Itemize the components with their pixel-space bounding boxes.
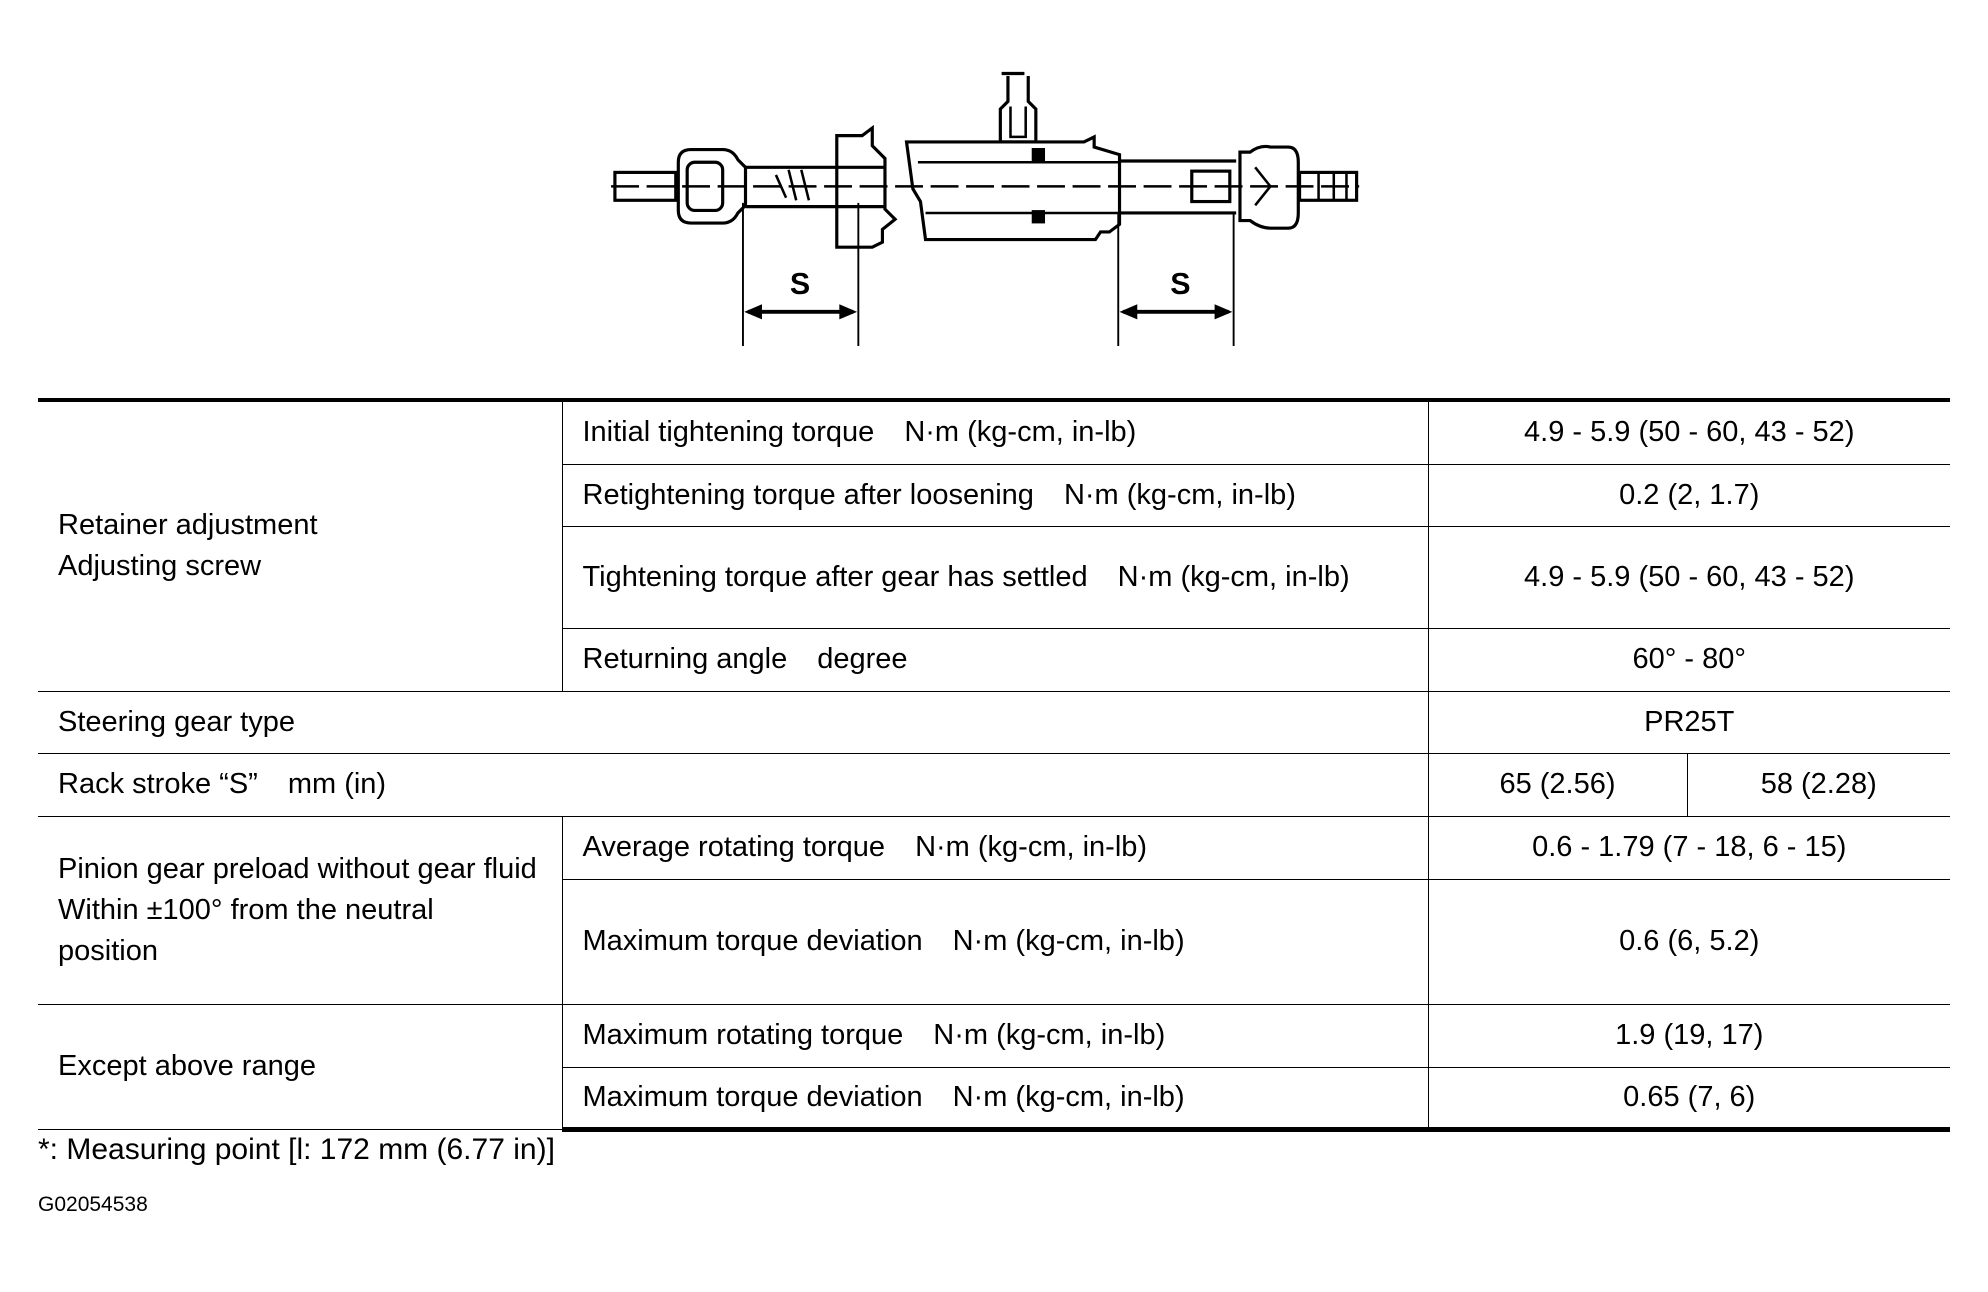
row-unit: N·m (kg-cm, in-lb): [904, 416, 1137, 449]
left-housing-flange: [835, 124, 898, 249]
table-row: Maximum torque deviation N·m (kg-cm, in-l…: [38, 1066, 1950, 1132]
row-label: Tightening torque after gear has settled: [582, 560, 1088, 593]
row-unit: N·m (kg-cm, in-lb): [1117, 560, 1350, 593]
row-unit: N·m (kg-cm, in-lb): [1063, 478, 1296, 511]
dimension-label-right: S: [1170, 267, 1190, 301]
row-unit: N·m (kg-cm, in-lb): [933, 1019, 1166, 1051]
row-unit: degree: [817, 643, 908, 675]
rack-stroke-label: Rack stroke “S”: [58, 768, 258, 800]
row-value: 0.2 (2, 1.7): [1427, 463, 1950, 527]
right-housing-tube: [1118, 159, 1237, 215]
row-value: 60° - 80°: [1427, 627, 1950, 692]
left-tie-rod: [613, 170, 678, 202]
gear-type-value: PR25T: [1427, 690, 1950, 754]
table-row: Steering gear type PR25T: [38, 690, 1950, 754]
row-unit: N·m (kg-cm, in-lb): [952, 1080, 1185, 1113]
main-housing: [904, 134, 1122, 242]
table-row: Maximum torque deviation N·m (kg-cm, in-l…: [38, 878, 1950, 1005]
left-housing-tube: [745, 165, 885, 209]
row-label: Retightening torque after loosening: [582, 478, 1034, 511]
row-label: Maximum rotating torque: [582, 1019, 904, 1051]
table-row: Except above range Maximum rotating torq…: [38, 1003, 1950, 1130]
row-label: Average rotating torque: [582, 831, 886, 863]
row-label: Returning angle: [582, 643, 788, 675]
group-label: Pinion gear preload without gear fluid: [58, 852, 537, 885]
group-label: Within ±100° from the neutral position: [58, 893, 434, 967]
retainer-group-cell: Retainer adjustment Adjusting screw: [38, 398, 562, 692]
table-row: Pinion gear preload without gear fluid W…: [38, 815, 1950, 1005]
row-unit: N·m (kg-cm, in-lb): [952, 925, 1185, 957]
row-value: 4.9 - 5.9 (50 - 60, 43 - 52): [1427, 525, 1950, 629]
row-value: 4.9 - 5.9 (50 - 60, 43 - 52): [1427, 398, 1950, 465]
row-value: 0.6 (6, 5.2): [1427, 878, 1950, 1005]
group-label: Adjusting screw: [58, 550, 262, 583]
rack-stroke-value-2: 58 (2.28): [1686, 752, 1950, 817]
pinion-valve: [998, 71, 1038, 144]
table-row: Retightening torque after loosening N·m (…: [38, 463, 1950, 527]
footnote: *: Measuring point [l: 172 mm (6.77 in)]: [38, 1133, 555, 1166]
right-tie-rod: [1297, 170, 1359, 202]
rack-stroke-unit: mm (in): [287, 768, 387, 800]
specification-table: Retainer adjustment Adjusting screw Init…: [38, 398, 1950, 1132]
dimension-label-left: S: [790, 267, 810, 301]
rack-stroke-value-1: 65 (2.56): [1427, 752, 1687, 817]
except-group-label: Except above range: [38, 1003, 562, 1130]
table-row: Retainer adjustment Adjusting screw Init…: [38, 398, 1950, 692]
right-ball-joint: [1238, 144, 1300, 230]
row-label: Initial tightening torque: [582, 416, 875, 449]
row-value: 0.6 - 1.79 (7 - 18, 6 - 15): [1427, 815, 1950, 880]
table-row: Tightening torque after gear has settled…: [38, 525, 1950, 629]
row-label: Maximum torque deviation: [582, 925, 923, 957]
row-unit: N·m (kg-cm, in-lb): [915, 831, 1148, 863]
steering-gear-diagram: S S: [611, 71, 1360, 347]
table-row: Returning angle degree 60° - 80°: [38, 627, 1950, 692]
group-label: Retainer adjustment: [58, 509, 318, 542]
gear-type-label: Steering gear type: [38, 690, 1428, 754]
row-value: 1.9 (19, 17): [1427, 1003, 1950, 1068]
row-value: 0.65 (7, 6): [1427, 1066, 1950, 1132]
pinion-group-cell: Pinion gear preload without gear fluid W…: [38, 815, 562, 1005]
row-label: Maximum torque deviation: [582, 1080, 923, 1113]
table-row: Rack stroke “S” mm (in) 65 (2.56) 58 (2.2…: [38, 752, 1950, 817]
figure-id: G02054538: [38, 1193, 148, 1216]
